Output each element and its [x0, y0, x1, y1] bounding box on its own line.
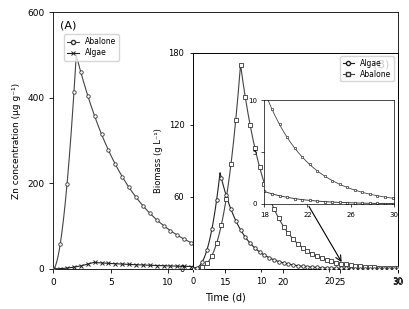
Legend: Abalone, Algae: Abalone, Algae [64, 34, 119, 61]
Y-axis label: Biomass (g L⁻¹): Biomass (g L⁻¹) [153, 128, 162, 193]
Y-axis label: Zn concentration (μg g⁻¹): Zn concentration (μg g⁻¹) [12, 83, 21, 199]
X-axis label: Time (d): Time (d) [204, 292, 245, 303]
Text: (B): (B) [372, 59, 389, 69]
Text: (A): (A) [60, 20, 76, 30]
Legend: Algae, Abalone: Algae, Abalone [339, 56, 393, 81]
